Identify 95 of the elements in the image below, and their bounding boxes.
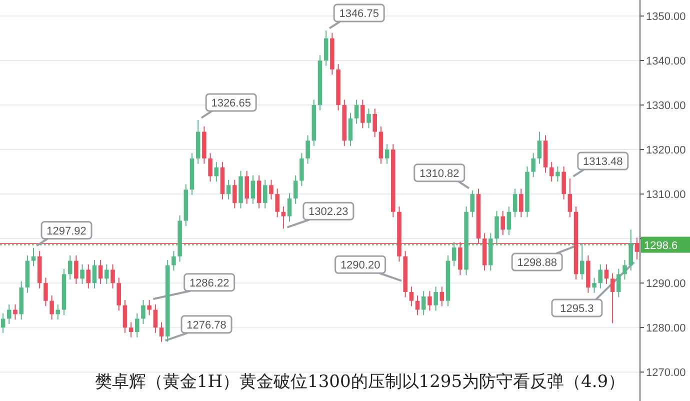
y-tick-label: 1320.00 xyxy=(646,144,686,157)
candlestick xyxy=(147,299,152,316)
candlestick xyxy=(293,174,298,204)
candlestick xyxy=(172,250,176,272)
candlestick xyxy=(256,174,262,209)
candlestick xyxy=(263,179,268,209)
candlestick xyxy=(360,99,365,129)
candlestick xyxy=(512,188,518,218)
candlestick xyxy=(506,206,512,236)
annotation: 1302.23 xyxy=(308,206,348,218)
candlestick xyxy=(592,277,596,294)
y-tick-label: 1310.00 xyxy=(646,189,686,202)
y-tick-label: 1270.00 xyxy=(646,367,686,380)
candlestick xyxy=(458,242,462,276)
text: 樊卓辉（黄金1H）黄金破位1300的压制以1295为防守看反弹（4.9） xyxy=(94,372,626,392)
candlestick xyxy=(153,304,158,334)
candlestick xyxy=(384,144,390,164)
candlestick xyxy=(31,247,36,267)
candlestick xyxy=(104,264,109,284)
candlestick xyxy=(226,179,231,200)
candlestick xyxy=(98,259,103,284)
y-tick-label: 1340.00 xyxy=(646,56,686,68)
candlestick xyxy=(110,264,115,289)
annotation: 1290.20 xyxy=(340,260,380,272)
y-tick-label: 1330.00 xyxy=(646,100,686,112)
candlestick xyxy=(415,295,420,316)
annotation: 1276.78 xyxy=(186,319,226,332)
candlestick xyxy=(549,162,554,182)
candlestick xyxy=(598,264,603,289)
candlestick xyxy=(250,174,256,204)
annotation: 1346.75 xyxy=(339,8,379,20)
y-tick-label: 1280.00 xyxy=(646,322,686,335)
candlestick xyxy=(324,30,328,66)
candlestick xyxy=(244,170,249,204)
candlestick xyxy=(13,304,18,320)
candlestick xyxy=(116,277,121,312)
candlestick xyxy=(141,299,146,325)
candlestick xyxy=(610,272,615,324)
candlestick xyxy=(269,179,274,200)
y-tick-label: 1290.00 xyxy=(646,278,686,290)
annotation: 1310.82 xyxy=(420,168,460,180)
annotation: 1297.92 xyxy=(46,225,86,238)
candlestick xyxy=(44,277,48,307)
candlestick xyxy=(622,259,627,280)
candlestick xyxy=(604,264,609,284)
candlestick xyxy=(159,322,164,342)
candlestick xyxy=(616,268,621,298)
candlestick xyxy=(80,264,84,284)
candlestick xyxy=(50,295,54,320)
candlestick xyxy=(68,254,72,280)
candlestick xyxy=(428,290,432,312)
candlestick xyxy=(470,190,475,218)
annotation: 1326.65 xyxy=(211,97,251,110)
annotation: 1313.48 xyxy=(583,156,623,168)
candlestick xyxy=(628,229,633,272)
candlestick xyxy=(519,188,524,218)
candlestick xyxy=(232,179,237,209)
candlestick xyxy=(74,254,78,284)
candlestick xyxy=(634,237,640,260)
candlestick xyxy=(214,162,219,182)
candlestick xyxy=(500,210,505,236)
candlestick xyxy=(281,206,286,230)
candlestick xyxy=(440,286,444,307)
candlestick xyxy=(531,152,536,178)
candlestick xyxy=(208,152,212,182)
candlestick xyxy=(135,312,140,338)
candlestick xyxy=(275,188,280,218)
candlestick xyxy=(409,286,414,307)
candlestick xyxy=(537,131,542,164)
candlestick xyxy=(366,108,371,129)
candlestick xyxy=(452,242,456,267)
candlestick xyxy=(354,99,359,124)
candlestick xyxy=(300,152,304,187)
candlestick xyxy=(434,286,438,312)
candlestick xyxy=(86,264,91,289)
candlestick xyxy=(306,134,310,164)
candlestick xyxy=(494,210,499,244)
candlestick xyxy=(287,192,292,222)
candlestick xyxy=(421,290,426,316)
candlestick xyxy=(580,243,584,280)
candlestick xyxy=(92,259,97,289)
annotation: 1286.22 xyxy=(189,277,230,290)
ref-line-label: 1298.6 xyxy=(644,240,678,252)
candlestick xyxy=(556,166,560,182)
candlestick xyxy=(122,299,128,334)
candlestick xyxy=(0,312,6,334)
candlestick xyxy=(568,178,572,218)
candlestick xyxy=(7,304,12,325)
candlestick xyxy=(372,108,377,138)
y-tick-label: 1350.00 xyxy=(646,11,686,24)
candlestick xyxy=(348,112,353,146)
annotation: 1295.3 xyxy=(560,302,594,315)
annotation: 1298.88 xyxy=(517,257,557,270)
candlestick xyxy=(128,322,134,338)
candlestick xyxy=(562,166,566,200)
